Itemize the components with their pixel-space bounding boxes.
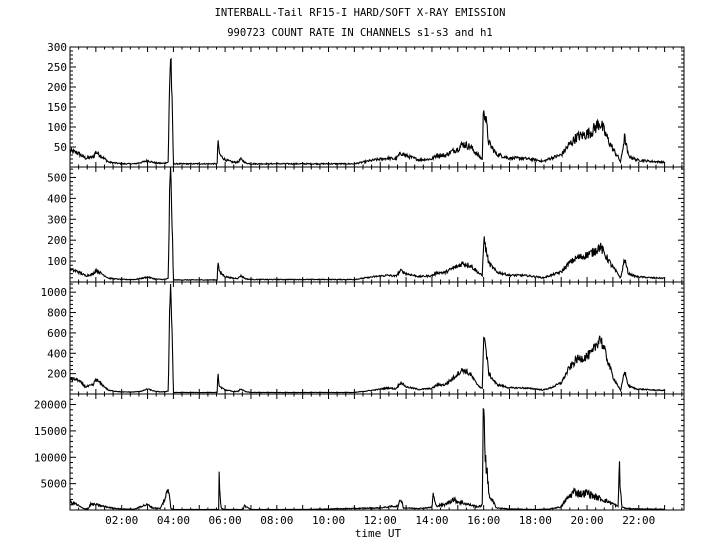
chart-title: INTERBALL-Tail RF15-I HARD/SOFT X-RAY EM… (214, 7, 506, 19)
x-tick-label: 16:00 (467, 514, 500, 527)
y-tick-label: 200 (47, 368, 67, 381)
panel-s1: 50 100 150 200 250 300 (47, 41, 685, 168)
y-tick-label: 400 (47, 347, 67, 360)
x-axis-label: time UT (355, 527, 402, 540)
y-tick-label: 50 (54, 141, 67, 154)
y-tick-label: 200 (47, 234, 67, 247)
y-tick-label: 300 (47, 41, 67, 54)
y-tick-label: 100 (47, 121, 67, 134)
y-tick-label: 100 (47, 255, 67, 268)
y-tick-label: 1000 (41, 286, 68, 299)
panel-frame (69, 281, 685, 395)
x-tick-label: 06:00 (209, 514, 242, 527)
y-tick-label: 150 (47, 101, 67, 114)
y-tick-label: 20000 (34, 399, 67, 412)
y-tick-label: 250 (47, 61, 67, 74)
y-tick-label: 15000 (34, 425, 67, 438)
y-tick-label: 300 (47, 213, 67, 226)
y-tick-label: 10000 (34, 451, 67, 464)
panel-s2: 100 200 300 400 500 (47, 166, 685, 283)
y-tick-label: 500 (47, 171, 67, 184)
y-tick-label: 5000 (41, 478, 68, 491)
y-tick-label: 800 (47, 307, 67, 320)
y-tick-label: 200 (47, 81, 67, 94)
chart-subtitle: 990723 COUNT RATE IN CHANNELS s1-s3 and … (227, 27, 493, 39)
panel-h1: 5000 10000 15000 20000 (34, 393, 685, 511)
panel-frame (69, 46, 685, 168)
y-tick-label: 600 (47, 327, 67, 340)
x-tick-label: 08:00 (260, 514, 293, 527)
series-line-s1 (69, 57, 665, 166)
series-line-h1 (69, 407, 665, 511)
y-tick-label: 400 (47, 192, 67, 205)
x-tick-label: 18:00 (519, 514, 552, 527)
series-line-s3 (69, 283, 665, 394)
panel-s3: 200 400 600 800 1000 (41, 281, 685, 395)
x-tick-label: 04:00 (157, 514, 190, 527)
x-tick-label: 02:00 (105, 514, 138, 527)
panel-frame (69, 166, 685, 283)
series-line-s2 (69, 166, 665, 282)
x-tick-label: 10:00 (312, 514, 345, 527)
x-tick-label: 12:00 (364, 514, 397, 527)
x-tick-label: 14:00 (415, 514, 448, 527)
x-tick-label: 20:00 (570, 514, 603, 527)
x-tick-label: 22:00 (622, 514, 655, 527)
